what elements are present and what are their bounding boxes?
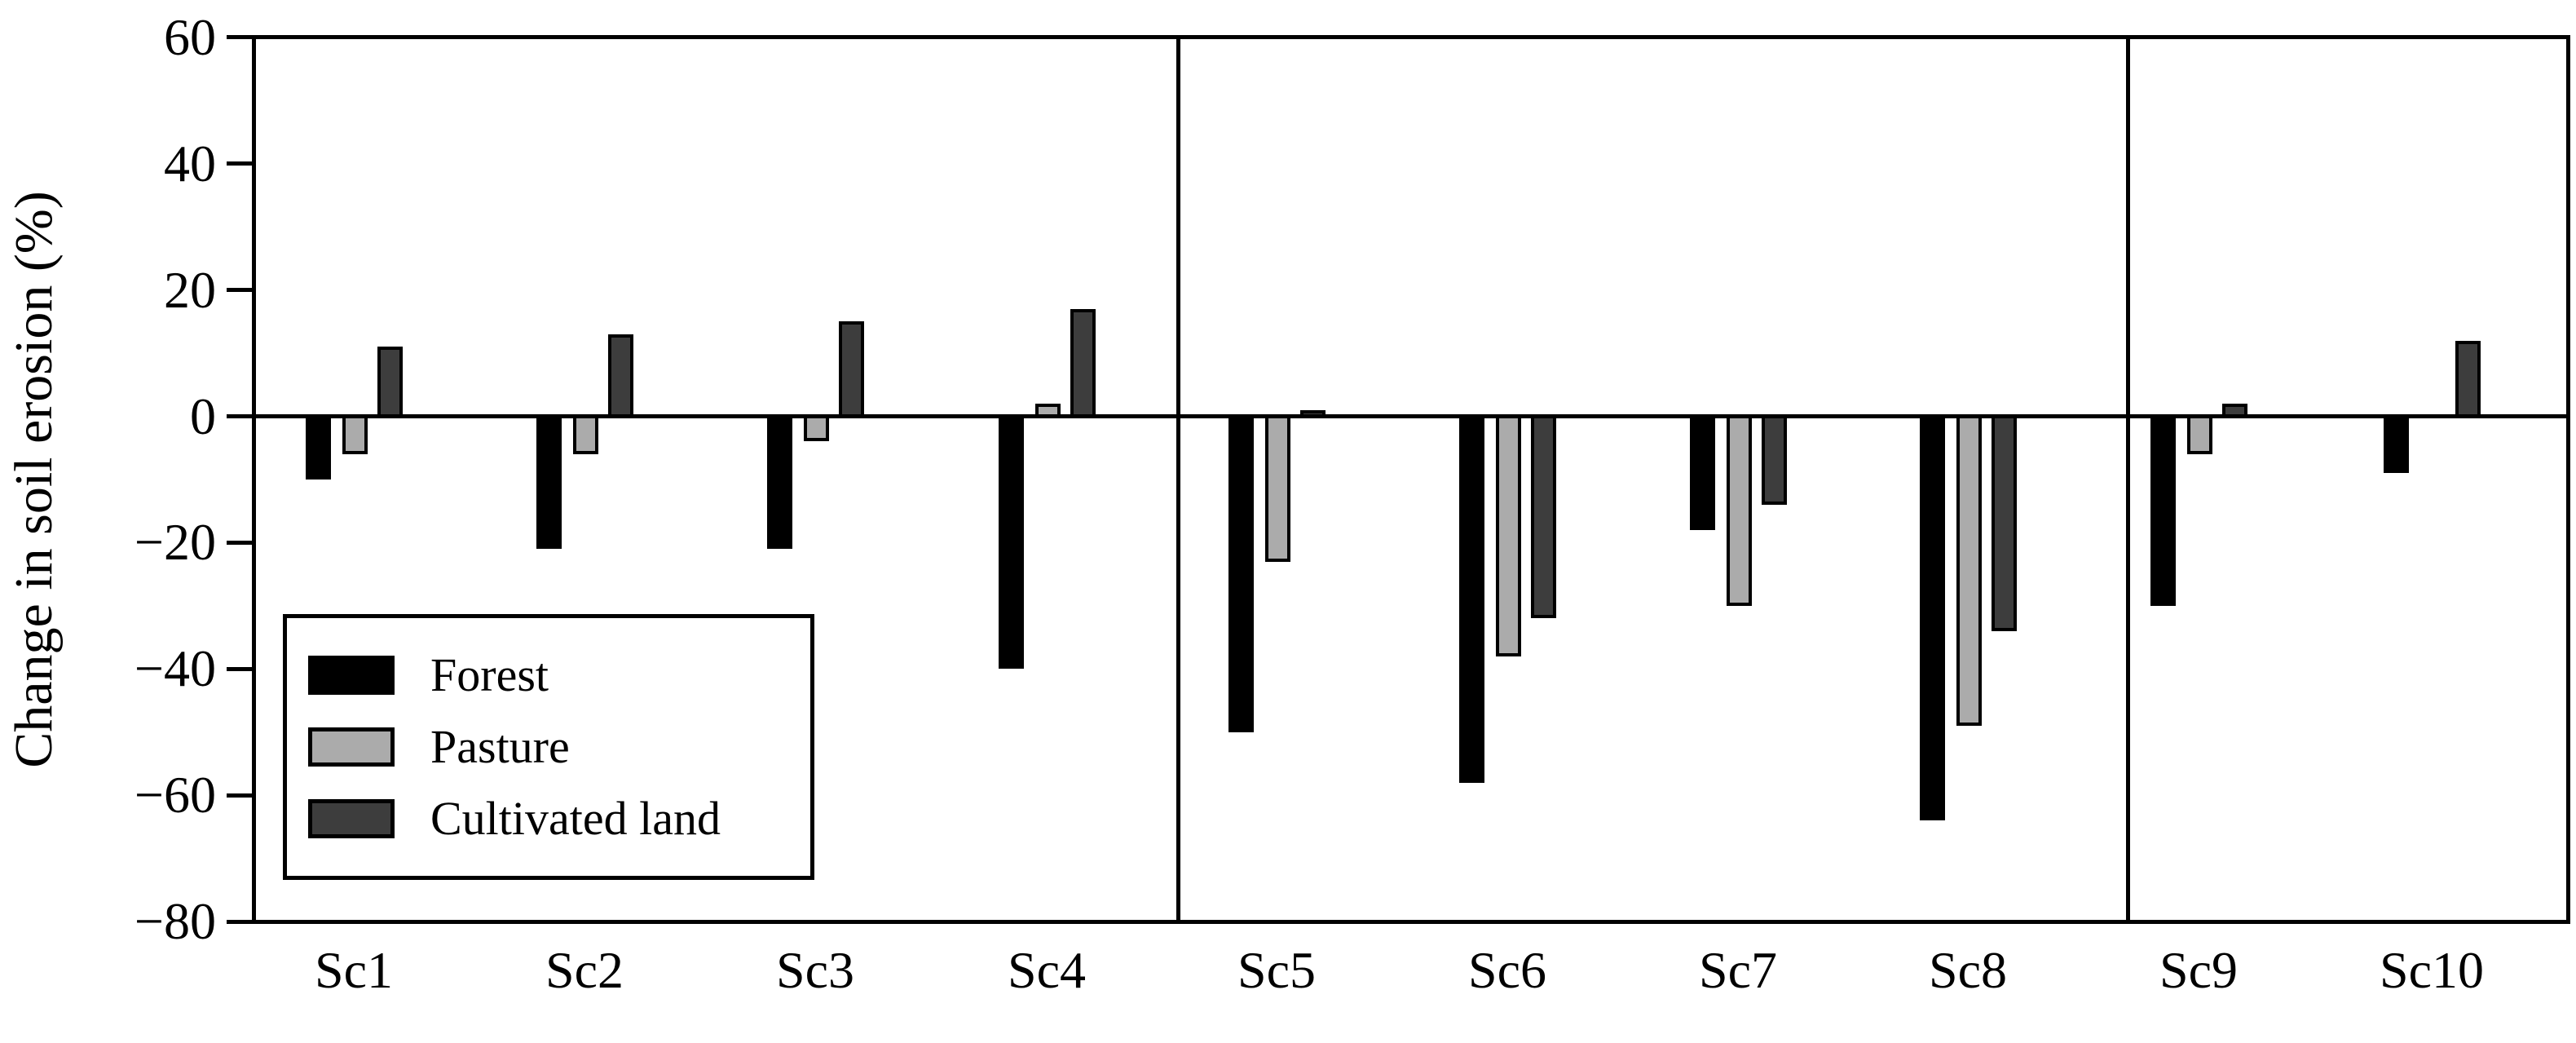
y-tick-label--60: −60 — [134, 766, 216, 824]
x-label-sc7: Sc7 — [1699, 941, 1777, 999]
bar-sc2-cultivated-land — [608, 334, 633, 418]
y-tick-0 — [227, 414, 254, 418]
y-tick-label-60: 60 — [164, 7, 216, 66]
bar-sc6-forest — [1459, 414, 1484, 783]
plot-bottom-border — [252, 920, 2570, 924]
legend-label-pasture: Pasture — [430, 720, 570, 773]
panel-divider-1 — [1176, 38, 1180, 921]
bar-sc2-pasture — [573, 414, 598, 454]
legend-swatch-forest-icon — [308, 656, 395, 695]
x-label-sc10: Sc10 — [2380, 941, 2484, 999]
x-label-sc9: Sc9 — [2159, 941, 2238, 999]
bar-sc3-forest — [767, 414, 792, 550]
x-label-sc2: Sc2 — [545, 941, 624, 999]
bar-sc3-cultivated-land — [839, 321, 864, 418]
legend-swatch-cultivated-icon — [308, 799, 395, 838]
y-tick--20 — [227, 540, 254, 545]
bar-sc8-forest — [1920, 414, 1945, 821]
y-tick-60 — [227, 35, 254, 40]
bar-sc7-forest — [1690, 414, 1715, 530]
bar-sc1-forest — [306, 414, 331, 480]
y-tick--40 — [227, 666, 254, 671]
bar-sc8-cultivated-land — [1992, 414, 2017, 631]
legend-label-cultivated: Cultivated land — [430, 792, 721, 845]
x-label-sc5: Sc5 — [1237, 941, 1316, 999]
bar-sc8-pasture — [1956, 414, 1982, 726]
bar-sc1-cultivated-land — [377, 347, 403, 418]
bar-sc10-forest — [2384, 414, 2409, 474]
y-tick-label-0: 0 — [190, 387, 216, 445]
bar-sc1-pasture — [342, 414, 368, 454]
legend-swatch-pasture-icon — [308, 727, 395, 767]
y-tick-20 — [227, 288, 254, 293]
x-label-sc1: Sc1 — [315, 941, 393, 999]
y-tick-label--20: −20 — [134, 513, 216, 572]
y-axis-line — [252, 35, 256, 924]
legend-item-forest: Forest — [308, 652, 810, 699]
x-label-sc3: Sc3 — [776, 941, 854, 999]
legend-item-cultivated: Cultivated land — [308, 795, 810, 842]
x-label-sc8: Sc8 — [1929, 941, 2007, 999]
bar-sc3-pasture — [804, 414, 829, 442]
y-tick-label--40: −40 — [134, 639, 216, 698]
y-tick-label-40: 40 — [164, 134, 216, 192]
panel-divider-2 — [2126, 38, 2130, 921]
bar-sc9-pasture — [2187, 414, 2212, 454]
y-tick-40 — [227, 161, 254, 166]
bar-sc6-pasture — [1496, 414, 1521, 656]
bar-sc7-cultivated-land — [1762, 414, 1787, 505]
legend-box: Forest Pasture Cultivated land — [283, 614, 814, 880]
plot-top-border — [252, 35, 2570, 39]
bar-sc5-pasture — [1265, 414, 1290, 562]
bar-sc10-cultivated-land — [2455, 340, 2481, 418]
bar-sc4-cultivated-land — [1070, 308, 1096, 418]
y-tick--80 — [227, 919, 254, 924]
legend-label-forest: Forest — [430, 648, 549, 701]
y-tick-label-20: 20 — [164, 260, 216, 319]
bar-sc5-forest — [1228, 414, 1254, 732]
bar-sc4-forest — [999, 414, 1024, 670]
legend-item-pasture: Pasture — [308, 723, 810, 771]
x-label-sc6: Sc6 — [1468, 941, 1546, 999]
zero-line — [254, 414, 2568, 418]
bar-sc7-pasture — [1727, 414, 1752, 606]
bar-sc9-forest — [2150, 414, 2176, 606]
bar-sc2-forest — [536, 414, 562, 550]
x-label-sc4: Sc4 — [1008, 941, 1086, 999]
bar-sc6-cultivated-land — [1531, 414, 1556, 619]
y-tick-label--80: −80 — [134, 892, 216, 951]
plot-right-border — [2566, 35, 2570, 924]
y-tick--60 — [227, 793, 254, 798]
